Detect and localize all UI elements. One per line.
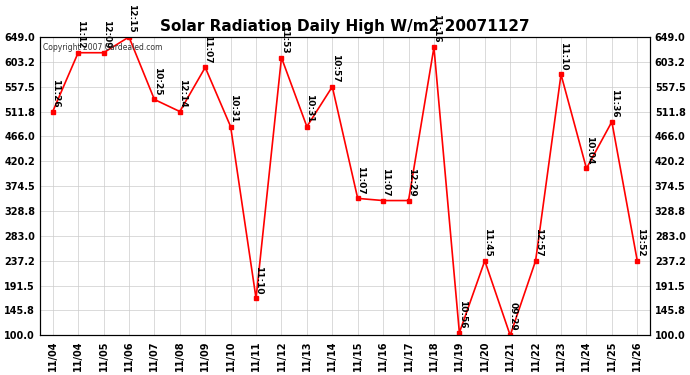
Text: 11:10: 11:10 xyxy=(255,266,264,294)
Text: 12:29: 12:29 xyxy=(407,168,416,196)
Text: 11:53: 11:53 xyxy=(279,25,288,54)
Text: 11:16: 11:16 xyxy=(432,15,441,43)
Text: 11:07: 11:07 xyxy=(204,34,213,63)
Text: 12:15: 12:15 xyxy=(127,4,136,33)
Text: 12:09: 12:09 xyxy=(102,20,111,48)
Text: 10:57: 10:57 xyxy=(331,54,339,82)
Text: 12:57: 12:57 xyxy=(534,228,543,256)
Text: 10:56: 10:56 xyxy=(457,300,466,328)
Text: 11:26: 11:26 xyxy=(51,79,60,107)
Text: 10:25: 10:25 xyxy=(152,67,161,95)
Text: 10:31: 10:31 xyxy=(229,94,238,123)
Text: 11:36: 11:36 xyxy=(610,89,619,118)
Text: 13:52: 13:52 xyxy=(635,228,644,256)
Text: 11:07: 11:07 xyxy=(382,168,391,196)
Title: Solar Radiation Daily High W/m2 20071127: Solar Radiation Daily High W/m2 20071127 xyxy=(160,20,530,34)
Text: 09:29: 09:29 xyxy=(509,302,518,331)
Text: 11:10: 11:10 xyxy=(560,42,569,70)
Text: 10:31: 10:31 xyxy=(305,94,314,123)
Text: 11:12: 11:12 xyxy=(77,20,86,48)
Text: 11:07: 11:07 xyxy=(356,166,365,194)
Text: 11:45: 11:45 xyxy=(483,228,492,256)
Text: Copyright 2007 Cardealed.com: Copyright 2007 Cardealed.com xyxy=(43,43,162,52)
Text: 10:04: 10:04 xyxy=(584,136,593,164)
Text: 12:14: 12:14 xyxy=(178,79,187,107)
